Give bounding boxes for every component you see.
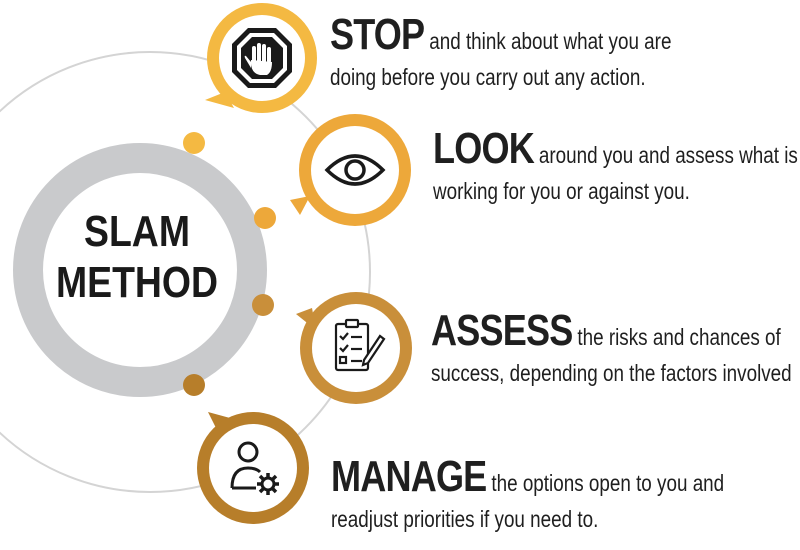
connector-dot-manage [183,374,205,396]
connector-dot-assess [252,294,274,316]
step-text: the risks and chances of [577,324,781,350]
center-ring [13,143,267,397]
assess-bubble [296,292,412,404]
look-bubble [290,114,411,226]
center-title-line2: METHOD [55,258,219,307]
orbit-arc [0,51,371,493]
step-text-line2: readjust priorities if you need to. [331,506,599,532]
step-text-line2: working for you or against you. [433,178,690,204]
stop-hand-icon [232,28,292,88]
step-text: and think about what you are [429,28,672,54]
checklist-icon [334,318,386,372]
user-gear-icon [230,441,279,495]
step-keyword: LOOK [433,124,535,173]
step-keyword: ASSESS [431,306,573,355]
step-text: around you and assess what is [538,142,798,168]
eye-icon [324,154,386,186]
connector-dot-look [254,207,276,229]
stop-bubble [205,3,317,113]
step-text-line2: success, depending on the factors involv… [431,360,792,386]
center-title-line1: SLAM [84,207,190,256]
step-text-line2: doing before you carry out any action. [330,64,646,90]
manage-bubble [197,412,309,524]
step-keyword: STOP [330,10,425,59]
step-keyword: MANAGE [331,452,487,501]
center-disc [45,175,235,365]
step-text: the options open to you and [491,470,725,496]
connector-dot-stop [183,132,205,154]
